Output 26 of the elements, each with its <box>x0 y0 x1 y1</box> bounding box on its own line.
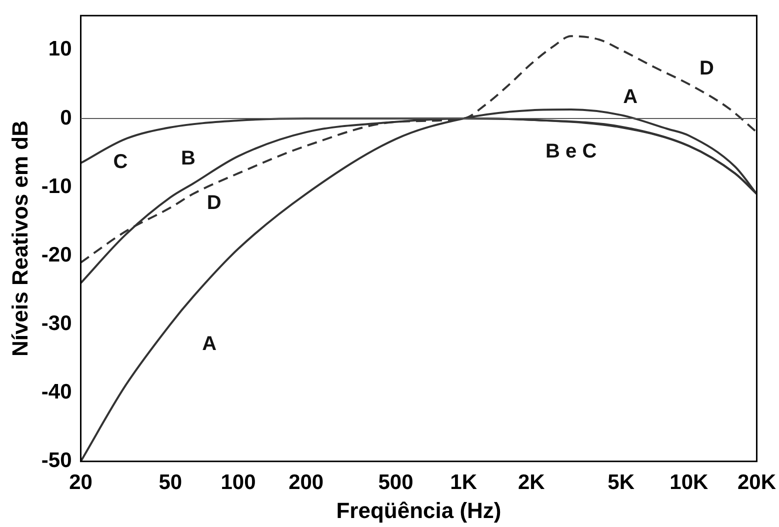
y-axis-title: Níveis Reativos em dB <box>7 120 32 356</box>
x-tick-label: 10K <box>670 470 708 494</box>
x-axis-title: Freqüência (Hz) <box>336 498 502 523</box>
x-tick-label: 50 <box>158 470 182 494</box>
annotation: D <box>700 58 714 80</box>
annotation: B <box>181 148 196 170</box>
annotation: A <box>623 86 638 108</box>
y-tick-label: -30 <box>41 312 72 336</box>
x-tick-label: 200 <box>288 470 324 494</box>
annotation: D <box>206 192 222 214</box>
y-tick-label: -10 <box>41 174 72 198</box>
x-tick-label: 20K <box>737 470 776 494</box>
y-tick-label: -40 <box>41 380 72 404</box>
annotation: C <box>113 150 128 173</box>
x-tick-label: 100 <box>220 470 256 494</box>
x-tick-label: 500 <box>378 470 414 494</box>
y-tick-label: 0 <box>60 106 72 130</box>
annotation: B e C <box>546 140 597 162</box>
x-tick-label: 20 <box>69 470 92 494</box>
x-tick-label: 1K <box>450 470 478 494</box>
y-tick-label: -20 <box>41 243 72 266</box>
x-tick-label: 5K <box>608 470 635 494</box>
annotation: A <box>202 333 217 356</box>
x-tick-label: 2K <box>518 470 545 494</box>
y-tick-label: 10 <box>48 38 72 61</box>
y-tick-label: -50 <box>41 449 72 472</box>
